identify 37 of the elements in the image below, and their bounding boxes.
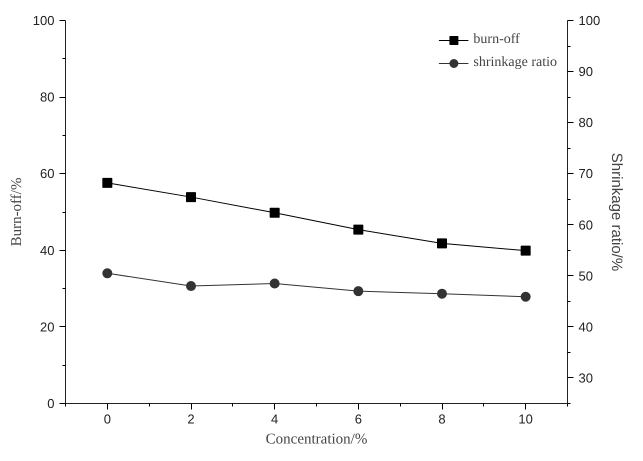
x-tick-label: 6 — [354, 412, 362, 426]
point — [437, 238, 447, 248]
point — [270, 278, 280, 288]
x-tick-label: 2 — [187, 412, 195, 426]
y2-axis-title: Shrinkage ratio/% — [608, 152, 626, 272]
y-tick-label: 0 — [47, 396, 55, 411]
y-axis-title: Burn-off/% — [8, 178, 25, 246]
point — [102, 178, 112, 188]
point — [102, 268, 112, 278]
x-tick-label: 0 — [104, 412, 111, 426]
point — [353, 286, 364, 296]
x-tick-label: 8 — [438, 412, 446, 426]
y-tick-label: 60 — [40, 166, 55, 182]
y2-tick-label: 60 — [578, 217, 593, 232]
x-axis-title: Concentration/% — [266, 432, 368, 448]
point — [520, 246, 531, 256]
point — [186, 281, 196, 292]
y-tick-label: 20 — [40, 319, 55, 334]
point — [270, 208, 280, 218]
point — [520, 292, 531, 302]
y-tick-label: 40 — [40, 242, 55, 258]
legend-label: burn-off — [473, 32, 520, 48]
x-tick-label: 10 — [518, 412, 533, 426]
y2-tick-label: 70 — [578, 166, 593, 182]
point — [353, 224, 364, 235]
y2-tick-label: 90 — [578, 64, 593, 80]
x-tick-label: 4 — [271, 412, 278, 426]
y2-tick-label: 40 — [578, 319, 593, 334]
y-tick-label: 100 — [32, 13, 55, 28]
y-tick-label: 80 — [40, 90, 55, 105]
legend-label: shrinkage ratio — [473, 55, 557, 71]
y2-tick-label: 80 — [578, 115, 593, 130]
point — [437, 288, 447, 299]
y2-tick-label: 100 — [578, 13, 600, 28]
y2-tick-label: 30 — [578, 370, 593, 386]
y2-tick-label: 50 — [578, 268, 593, 284]
point — [186, 192, 196, 202]
